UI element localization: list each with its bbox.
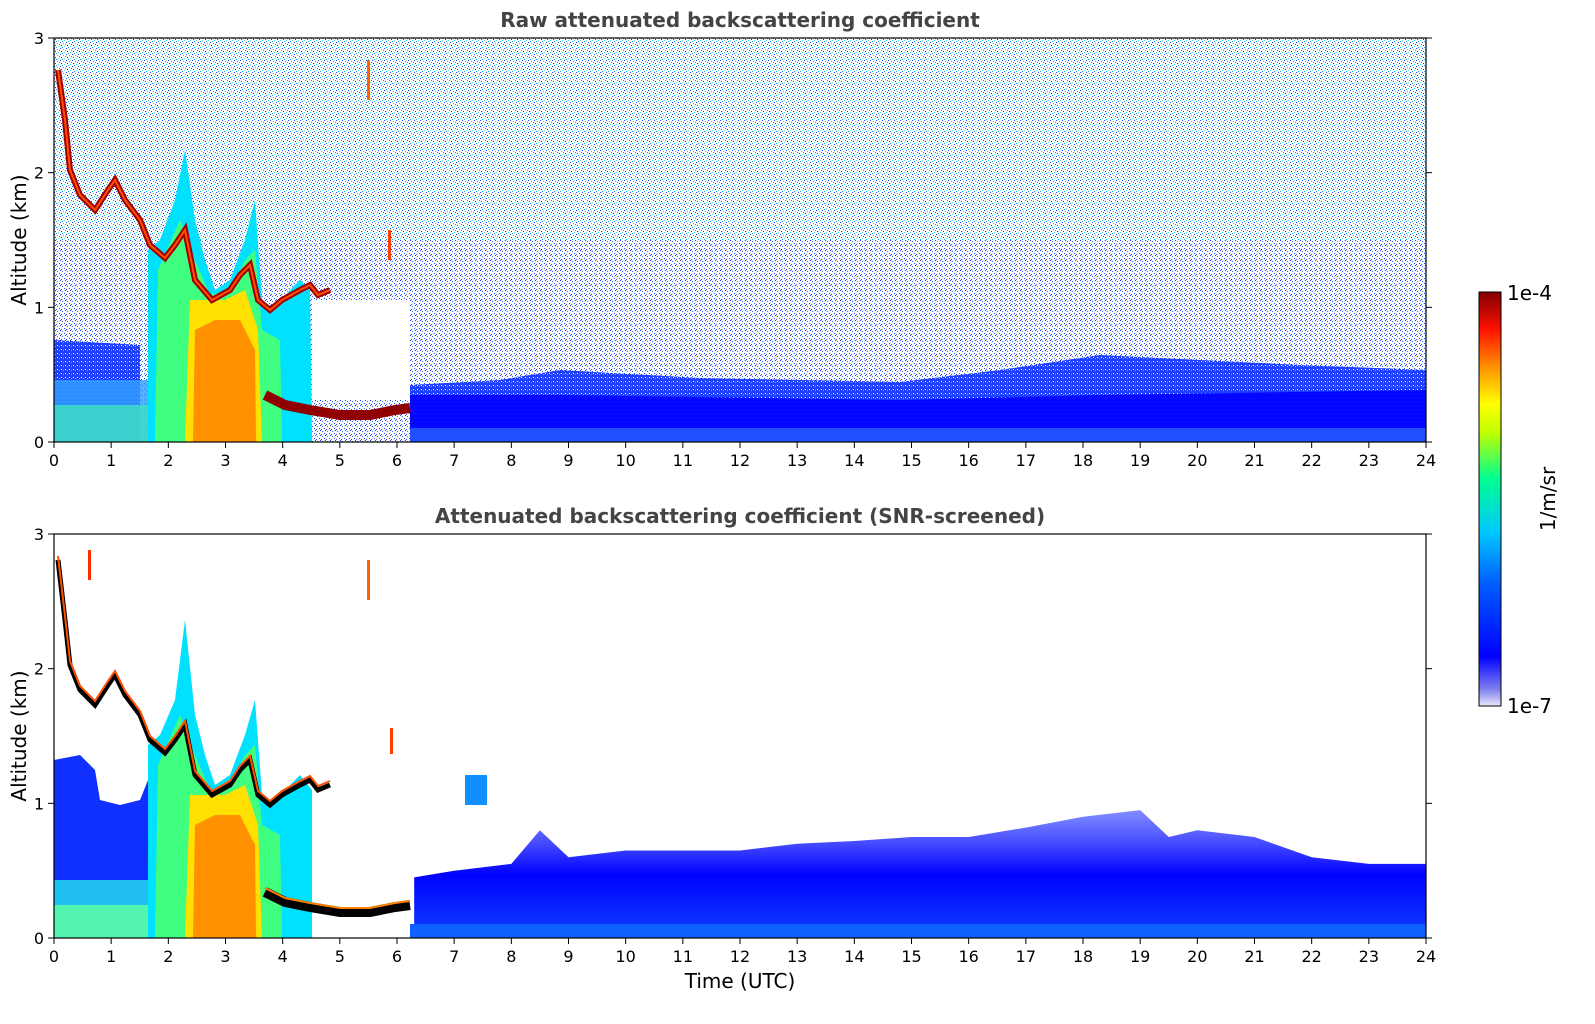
x-tick-label: 4 (278, 451, 288, 470)
raw-low-cloud (262, 390, 411, 420)
x-tick-label: 6 (392, 947, 402, 966)
y-tick-label: 2 (34, 660, 44, 679)
screened-elevated-cloud-edge (57, 555, 331, 803)
x-tick-label: 18 (1073, 451, 1093, 470)
x-tick-label: 10 (615, 451, 635, 470)
x-tick-label: 13 (787, 451, 807, 470)
y-tick-label: 3 (34, 525, 44, 544)
x-tick-label: 13 (787, 947, 807, 966)
x-tick-label: 1 (106, 451, 116, 470)
x-tick-label: 0 (49, 947, 59, 966)
x-tick-label: 22 (1301, 451, 1321, 470)
screened-spike (367, 560, 370, 600)
x-tick-label: 5 (335, 451, 345, 470)
x-tick-label: 12 (730, 947, 750, 966)
y-tick-label: 2 (34, 164, 44, 183)
x-tick-label: 5 (335, 947, 345, 966)
panel-screened: Attenuated backscattering coefficient (S… (7, 504, 1436, 993)
y-tick-label: 3 (34, 29, 44, 48)
colorbar-unit-label: 1/m/sr (1536, 466, 1560, 531)
x-tick-label: 8 (506, 947, 516, 966)
x-tick-label: 9 (563, 947, 573, 966)
y-tick-label: 0 (34, 929, 44, 948)
x-tick-label: 4 (278, 947, 288, 966)
panel-screened-x-ticks: 0 1 2 3 4 5 6 7 8 9 10 11 12 13 14 15 16 17 18 19 20 21 22 23 24 (49, 938, 1436, 966)
x-tick-label: 14 (844, 947, 864, 966)
raw-clear-gap (312, 300, 410, 400)
y-tick-label: 1 (34, 298, 44, 317)
panel-raw-x-ticks: 0 1 2 3 4 5 6 7 8 9 10 11 12 13 14 15 16 17 18 19 20 21 22 23 24 (49, 442, 1436, 470)
x-tick-label: 12 (730, 451, 750, 470)
colorbar-max-label: 1e-4 (1507, 281, 1552, 305)
x-tick-label: 3 (220, 947, 230, 966)
panel-screened-ylabel: Altitude (km) (7, 670, 31, 801)
x-tick-label: 7 (449, 947, 459, 966)
screened-spike-2 (390, 728, 393, 754)
raw-surface-layer (410, 428, 1426, 442)
x-tick-label: 19 (1130, 451, 1150, 470)
colorbar-gradient (1478, 291, 1502, 707)
x-tick-label: 2 (163, 451, 173, 470)
colorbar-min-label: 1e-7 (1507, 694, 1552, 718)
panel-raw: Raw attenuated backscattering coefficien… (7, 8, 1436, 470)
screened-residual-surface (54, 905, 149, 938)
x-tick-label: 23 (1359, 451, 1379, 470)
raw-column-core (193, 320, 256, 442)
screened-spike-3 (88, 550, 91, 580)
x-tick-label: 15 (901, 947, 921, 966)
x-tick-label: 0 (49, 451, 59, 470)
screened-clear-gap (305, 780, 395, 900)
x-tick-label: 23 (1359, 947, 1379, 966)
y-tick-label: 1 (34, 794, 44, 813)
screened-low-cloud-edge (264, 887, 411, 909)
x-tick-label: 2 (163, 947, 173, 966)
x-tick-label: 20 (1187, 451, 1207, 470)
panel-raw-title: Raw attenuated backscattering coefficien… (500, 8, 980, 32)
x-tick-label: 11 (673, 451, 693, 470)
raw-spike-2 (388, 230, 391, 260)
x-tick-label: 7 (449, 451, 459, 470)
x-tick-label: 10 (615, 947, 635, 966)
x-tick-label: 6 (392, 451, 402, 470)
x-tick-label: 16 (958, 451, 978, 470)
x-tick-label: 14 (844, 451, 864, 470)
panel-raw-ylabel: Altitude (km) (7, 174, 31, 305)
screened-patch (465, 775, 487, 805)
panel-raw-y-ticks: 0 1 2 3 (34, 29, 1432, 452)
x-tick-label: 8 (506, 451, 516, 470)
x-tick-label: 3 (220, 451, 230, 470)
raw-residual-surface (54, 405, 149, 442)
raw-spike (367, 60, 370, 100)
panel-raw-heatmap (54, 38, 1426, 442)
x-tick-label: 22 (1301, 947, 1321, 966)
y-tick-label: 0 (34, 433, 44, 452)
x-tick-label: 1 (106, 947, 116, 966)
panel-screened-y-ticks: 0 1 2 3 (34, 525, 1432, 948)
colorbar: 1e-4 1e-7 1/m/sr (1478, 281, 1560, 718)
x-tick-label: 24 (1416, 451, 1436, 470)
screened-boundary-layer (414, 810, 1426, 938)
x-tick-label: 11 (673, 947, 693, 966)
screened-surface-layer (410, 924, 1426, 938)
x-tick-label: 20 (1187, 947, 1207, 966)
panel-screened-xlabel: Time (UTC) (684, 969, 796, 993)
screened-column-core (193, 815, 256, 938)
x-tick-label: 19 (1130, 947, 1150, 966)
x-tick-label: 9 (563, 451, 573, 470)
x-tick-label: 17 (1016, 947, 1036, 966)
panel-screened-title: Attenuated backscattering coefficient (S… (435, 504, 1045, 528)
x-tick-label: 16 (958, 947, 978, 966)
x-tick-label: 21 (1244, 451, 1264, 470)
x-tick-label: 18 (1073, 947, 1093, 966)
x-tick-label: 15 (901, 451, 921, 470)
screened-low-cloud (262, 887, 411, 917)
x-tick-label: 24 (1416, 947, 1436, 966)
panel-screened-heatmap (54, 534, 1426, 938)
x-tick-label: 21 (1244, 947, 1264, 966)
x-tick-label: 17 (1016, 451, 1036, 470)
raw-elevated-cloud-edge (57, 69, 331, 312)
